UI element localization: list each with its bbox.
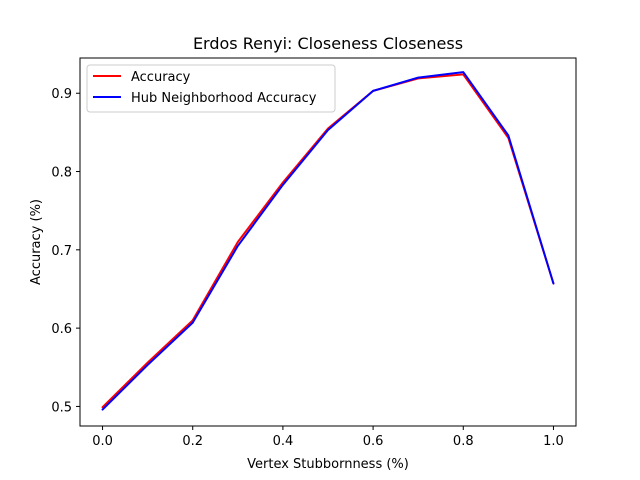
data-point [552,282,555,285]
x-tick-label: 0.8 [453,434,474,449]
plot-frame [79,57,577,427]
legend: Accuracy Hub Neighborhood Accuracy [86,64,336,113]
chart-title: Erdos Renyi: Closeness Closeness [193,34,463,53]
data-point [462,71,464,73]
data-point [237,241,239,243]
y-axis-ticks: 0.5 0.6 0.7 0.8 0.9 [51,87,80,415]
x-tick-label: 0.2 [182,434,203,449]
y-tick-label: 0.7 [51,244,72,259]
data-point [327,129,329,131]
y-tick-label: 0.6 [51,322,72,337]
legend-label: Accuracy [131,70,191,85]
data-point [192,322,194,324]
x-tick-label: 1.0 [543,434,564,449]
y-axis-label: Accuracy (%) [29,199,44,285]
data-point [372,90,374,92]
data-point [507,134,509,137]
data-point [101,408,104,411]
y-tick-label: 0.9 [51,87,72,102]
x-tick-label: 0.6 [363,434,384,449]
x-axis-label: Vertex Stubbornness (%) [247,457,409,472]
data-point [101,406,104,408]
data-point [147,361,149,364]
y-tick-label: 0.5 [51,400,72,415]
data-point [417,76,419,79]
x-tick-label: 0.0 [92,434,113,449]
y-tick-label: 0.8 [51,166,72,181]
data-point [282,184,284,186]
legend-box [86,64,336,113]
x-tick-label: 0.4 [273,434,294,449]
legend-label: Hub Neighborhood Accuracy [131,91,317,106]
data-point [282,181,284,184]
plot-area [101,71,555,411]
data-point [147,364,149,366]
x-axis-ticks: 0.0 0.2 0.4 0.6 0.8 1.0 [92,426,564,449]
data-point [237,245,239,247]
